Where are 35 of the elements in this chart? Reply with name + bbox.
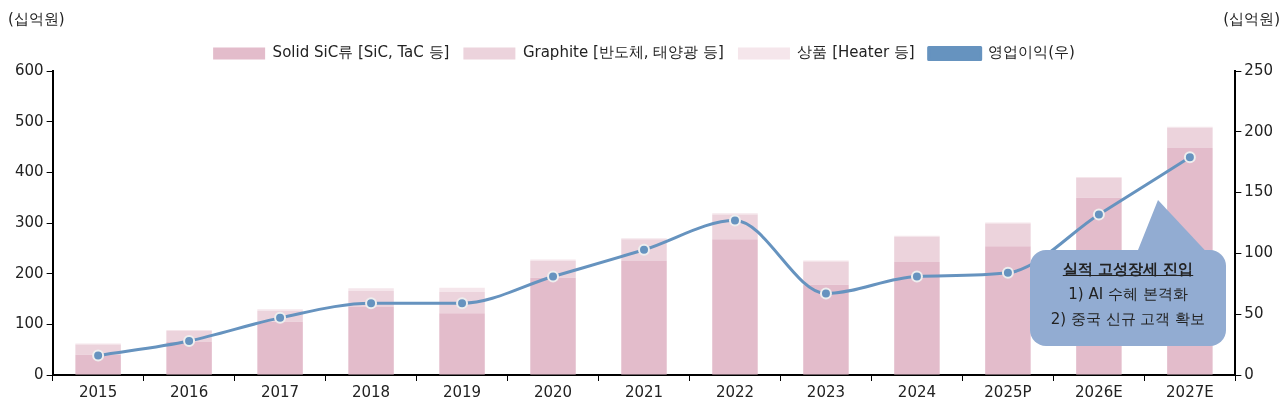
x-tick-label: 2019 (442, 382, 482, 401)
y-axis-title: (십억원) (8, 10, 65, 29)
y2-tick-label: 200 (1244, 121, 1274, 140)
y2-tick-label: 50 (1244, 304, 1264, 323)
x-tick-label: 2024 (897, 382, 937, 401)
y-tick-label: 0 (34, 364, 44, 383)
y2-tick-label: 150 (1244, 182, 1274, 201)
legend-label: 상품 [Heater 등] (797, 43, 915, 62)
y-tick-label: 600 (14, 60, 44, 79)
x-tick-label: 2026E (1075, 382, 1123, 401)
y-tick-label: 300 (14, 212, 44, 231)
legend-label: 영업이익(우) (988, 43, 1075, 62)
y2-tick-label: 250 (1244, 60, 1274, 79)
x-tick-label: 2023 (806, 382, 846, 401)
x-tick-label: 2025P (984, 382, 1032, 401)
y-tick-label: 200 (14, 263, 44, 282)
y2-axis-title: (십억원) (1223, 10, 1280, 29)
x-tick-label: 2017 (260, 382, 300, 401)
x-tick-label: 2016 (170, 382, 209, 401)
x-tick-label: 2021 (624, 382, 664, 401)
y2-tick-label: 0 (1244, 364, 1254, 383)
legend-label: Solid SiC류 [SiC, TaC 등] (272, 43, 450, 62)
x-tick-label: 2015 (79, 382, 118, 401)
annotation: 1) AI 수혜 본격화 (1067, 284, 1189, 305)
y2-tick-label: 100 (1244, 243, 1274, 262)
x-tick-label: 2022 (715, 382, 755, 401)
x-tick-label: 2018 (351, 382, 391, 401)
y-tick-label: 500 (14, 111, 44, 130)
x-tick-label: 2027E (1166, 382, 1214, 401)
annotation: 2) 중국 신규 고객 확보 (1049, 309, 1207, 330)
y-tick-label: 400 (14, 162, 44, 181)
annotation: 실적 고성장세 진입 (1061, 259, 1195, 280)
y-tick-label: 100 (14, 314, 44, 333)
legend-label: Graphite [반도체, 태양광 등] (522, 43, 724, 62)
x-tick-label: 2020 (533, 382, 573, 401)
